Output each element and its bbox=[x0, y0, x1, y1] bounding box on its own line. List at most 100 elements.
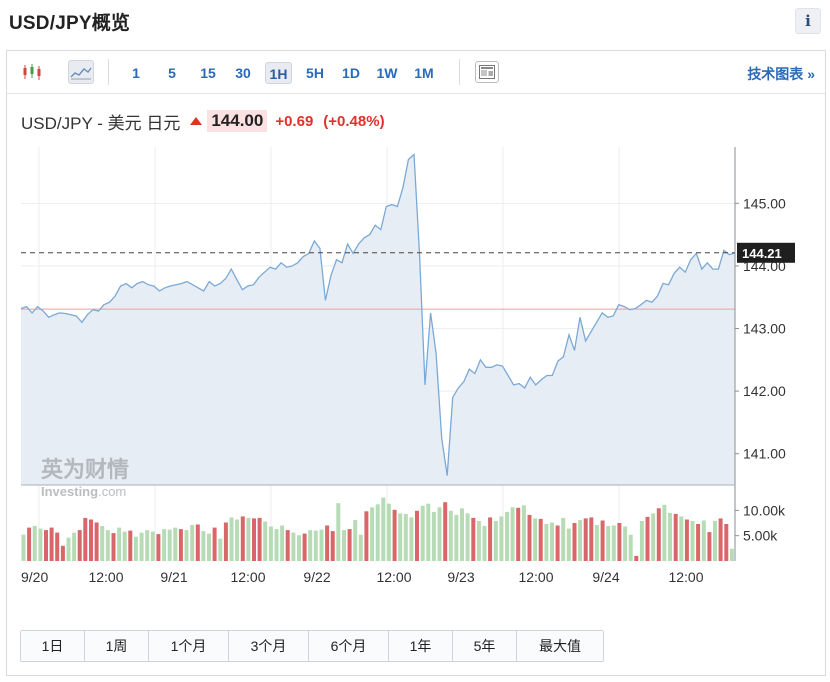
volume-bar bbox=[173, 527, 178, 561]
timeframe-5h[interactable]: 5H bbox=[306, 65, 324, 81]
volume-bar bbox=[342, 530, 346, 561]
volume-bar bbox=[606, 526, 611, 561]
timeframe-1h[interactable]: 1H bbox=[265, 62, 292, 84]
layout-icon[interactable] bbox=[475, 61, 499, 83]
volume-bar bbox=[673, 513, 678, 561]
current-price-label: 144.21 bbox=[742, 246, 782, 261]
volume-bar bbox=[201, 531, 206, 561]
volume-tick-label: 10.00k bbox=[743, 502, 786, 518]
volume-bar bbox=[274, 529, 279, 561]
area-chart-icon[interactable] bbox=[68, 60, 94, 84]
y-tick-label: 142.00 bbox=[743, 383, 786, 399]
timeframe-1d[interactable]: 1D bbox=[342, 65, 360, 81]
volume-bar bbox=[583, 518, 588, 561]
volume-bar bbox=[392, 509, 397, 561]
candlestick-chart-icon[interactable] bbox=[19, 60, 45, 84]
timeframe-5[interactable]: 5 bbox=[168, 65, 176, 81]
volume-bar bbox=[527, 514, 532, 561]
volume-bar bbox=[656, 508, 661, 561]
volume-bar bbox=[190, 525, 195, 561]
volume-bar bbox=[696, 524, 701, 561]
range-3m[interactable]: 3个月 bbox=[229, 631, 309, 661]
range-6m[interactable]: 6个月 bbox=[309, 631, 389, 661]
volume-bar bbox=[308, 530, 313, 561]
timeframe-15[interactable]: 15 bbox=[200, 65, 216, 81]
volume-bar bbox=[651, 513, 656, 561]
volume-bar bbox=[257, 517, 262, 561]
volume-bar bbox=[566, 528, 571, 561]
volume-bar bbox=[105, 530, 110, 561]
volume-bar bbox=[718, 518, 723, 561]
volume-bar bbox=[443, 502, 448, 561]
volume-tick-label: 5.00k bbox=[743, 528, 778, 544]
volume-bar bbox=[319, 529, 324, 561]
volume-bar bbox=[713, 521, 717, 561]
range-5y[interactable]: 5年 bbox=[453, 631, 517, 661]
toolbar-separator bbox=[108, 59, 109, 85]
volume-bar bbox=[240, 516, 245, 561]
volume-bar bbox=[223, 522, 228, 561]
volume-bar bbox=[218, 538, 223, 561]
volume-bar bbox=[628, 534, 633, 561]
volume-bar bbox=[679, 516, 684, 561]
volume-bar bbox=[611, 525, 616, 561]
timeframe-1m[interactable]: 1M bbox=[414, 65, 434, 81]
range-1w[interactable]: 1周 bbox=[85, 631, 149, 661]
info-icon[interactable]: i bbox=[795, 8, 821, 34]
volume-bar bbox=[330, 531, 335, 561]
timeframe-1[interactable]: 1 bbox=[132, 65, 140, 81]
timeframe-30[interactable]: 30 bbox=[235, 65, 251, 81]
volume-bar bbox=[297, 535, 301, 561]
x-tick-label: 12:00 bbox=[230, 569, 265, 585]
volume-bar bbox=[358, 534, 363, 561]
volume-bar bbox=[431, 511, 436, 561]
volume-bar bbox=[195, 524, 200, 561]
range-1m[interactable]: 1个月 bbox=[149, 631, 229, 661]
range-1d[interactable]: 1日 bbox=[21, 631, 85, 661]
volume-bar bbox=[89, 519, 93, 561]
volume-bar bbox=[448, 510, 453, 561]
volume-bar bbox=[162, 529, 167, 561]
volume-bar bbox=[111, 533, 116, 561]
volume-bar bbox=[684, 519, 689, 561]
volume-bar bbox=[555, 525, 560, 561]
volume-bar bbox=[285, 530, 290, 561]
volume-bar bbox=[415, 510, 419, 561]
up-arrow-icon bbox=[190, 117, 203, 125]
last-price: 144.00 bbox=[207, 110, 268, 132]
volume-bar bbox=[634, 555, 639, 561]
volume-axis-ticks: 10.00k 5.00k bbox=[735, 502, 786, 544]
volume-bar bbox=[122, 531, 127, 561]
x-tick-label: 12:00 bbox=[88, 569, 123, 585]
volume-bar bbox=[49, 527, 54, 561]
volume-bar bbox=[690, 521, 695, 561]
volume-bar bbox=[386, 503, 391, 561]
toolbar-separator bbox=[459, 59, 460, 85]
technical-chart-link[interactable]: 技术图表 » bbox=[747, 66, 815, 82]
x-tick-label: 9/20 bbox=[21, 569, 48, 585]
volume-bar bbox=[38, 528, 43, 561]
timeframe-1w[interactable]: 1W bbox=[376, 65, 398, 81]
volume-bar bbox=[426, 503, 431, 561]
y-tick-label: 141.00 bbox=[743, 446, 786, 462]
volume-bar bbox=[83, 517, 88, 561]
volume-bar bbox=[600, 520, 605, 561]
price-change: +0.69 bbox=[275, 112, 314, 130]
volume-bar bbox=[645, 516, 650, 561]
volume-bar bbox=[150, 531, 155, 561]
volume-bar bbox=[167, 529, 172, 561]
volume-bar bbox=[246, 517, 251, 561]
x-tick-label: 9/23 bbox=[447, 569, 474, 585]
volume-bar bbox=[578, 520, 583, 561]
volume-bar bbox=[55, 532, 60, 561]
range-max[interactable]: 最大值 bbox=[517, 631, 603, 661]
volume-bar bbox=[139, 532, 144, 561]
volume-bar bbox=[724, 524, 729, 561]
volume-bar bbox=[544, 524, 549, 561]
volume-bar bbox=[482, 526, 487, 561]
volume-bar bbox=[668, 512, 672, 561]
range-1y[interactable]: 1年 bbox=[389, 631, 453, 661]
volume-bar bbox=[420, 505, 425, 561]
